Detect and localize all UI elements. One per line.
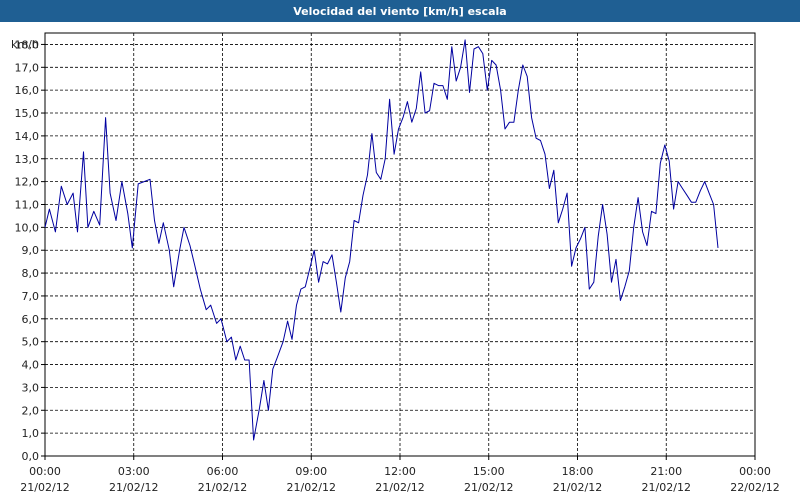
y-tick-label: 8,0 — [22, 267, 40, 280]
y-tick-label: 17,0 — [15, 61, 40, 74]
y-tick-label: 1,0 — [22, 427, 40, 440]
x-tick-time-label: 18:00 — [562, 465, 594, 478]
wind-speed-series-line — [44, 39, 719, 441]
x-tick-time-label: 21:00 — [650, 465, 682, 478]
y-tick-label: 14,0 — [15, 130, 40, 143]
y-tick-label: 12,0 — [15, 176, 40, 189]
chart-title-bar: Velocidad del viento [km/h] escala — [0, 0, 800, 22]
y-tick-label: 10,0 — [15, 221, 40, 234]
chart-title: Velocidad del viento [km/h] escala — [293, 4, 507, 18]
y-axis-unit-label: km/h — [11, 38, 39, 51]
y-tick-label: 7,0 — [22, 290, 40, 303]
x-tick-date-label: 21/02/12 — [109, 481, 158, 494]
y-tick-label: 15,0 — [15, 107, 40, 120]
x-tick-time-label: 03:00 — [118, 465, 150, 478]
y-tick-label: 4,0 — [22, 359, 40, 372]
y-tick-label: 9,0 — [22, 244, 40, 257]
y-tick-label: 11,0 — [15, 198, 40, 211]
y-tick-label: 6,0 — [22, 313, 40, 326]
x-tick-time-label: 12:00 — [384, 465, 416, 478]
x-tick-date-label: 21/02/12 — [464, 481, 513, 494]
y-tick-label: 16,0 — [15, 84, 40, 97]
y-tick-label: 3,0 — [22, 381, 40, 394]
x-tick-date-label: 22/02/12 — [730, 481, 779, 494]
x-tick-date-label: 21/02/12 — [642, 481, 691, 494]
x-tick-time-label: 00:00 — [29, 465, 61, 478]
y-tick-label: 18,0 — [15, 38, 40, 51]
x-tick-date-label: 21/02/12 — [287, 481, 336, 494]
x-tick-time-label: 06:00 — [207, 465, 239, 478]
x-tick-time-label: 09:00 — [295, 465, 327, 478]
y-tick-label: 5,0 — [22, 336, 40, 349]
wind-speed-line-chart: 0,0 1,0 2,0 3,0 4,0 5,0 6,0 7,0 8,0 9,0 10,0 11,0 12… — [11, 32, 780, 494]
x-tick-date-label: 21/02/12 — [20, 481, 69, 494]
x-tick-date-label: 21/02/12 — [198, 481, 247, 494]
y-tick-label: 2,0 — [22, 404, 40, 417]
x-tick-date-label: 21/02/12 — [553, 481, 602, 494]
x-tick-time-label: 15:00 — [473, 465, 505, 478]
x-tick-date-label: 21/02/12 — [375, 481, 424, 494]
x-tick-time-label: 00:00 — [739, 465, 771, 478]
y-tick-label: 0,0 — [22, 450, 40, 463]
y-tick-label: 13,0 — [15, 153, 40, 166]
